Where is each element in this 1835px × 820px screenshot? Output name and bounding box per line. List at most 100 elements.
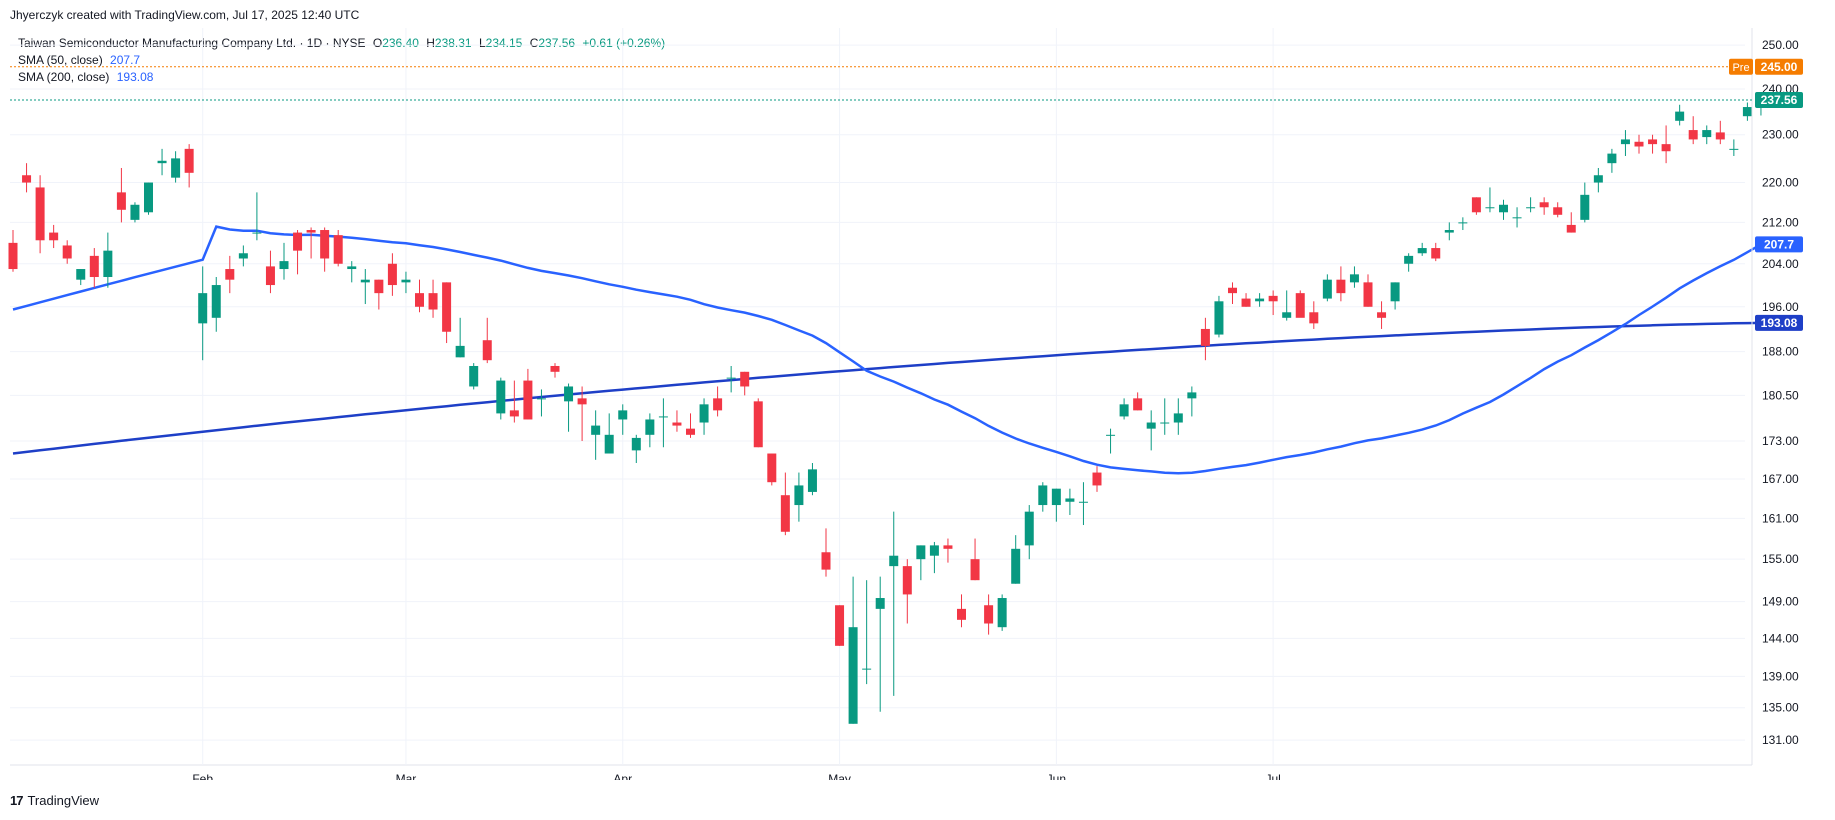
tradingview-footer[interactable]: 17 TradingView: [10, 793, 99, 808]
candle-body: [1051, 488, 1061, 506]
candle-body: [1038, 485, 1048, 506]
candle-body: [848, 627, 858, 724]
open-value: 236.40: [382, 36, 419, 50]
candle-body: [116, 192, 126, 210]
candle-body: [631, 437, 641, 451]
candle-body: [1444, 230, 1454, 233]
candle-body: [686, 428, 695, 435]
candle-body: [1133, 398, 1143, 411]
candle-body: [1078, 501, 1088, 503]
price-chart[interactable]: 250.00240.00230.00220.00212.00204.00196.…: [0, 0, 1835, 780]
pre-price-tag: 245.00: [1761, 60, 1798, 74]
candle-body: [1146, 422, 1156, 429]
candle-body: [442, 282, 452, 332]
candle-body: [22, 175, 32, 183]
candle-body: [970, 559, 980, 581]
candle-body: [1255, 298, 1265, 302]
y-tick-label: 212.00: [1762, 215, 1799, 229]
low-value: 234.15: [485, 36, 523, 50]
candle-body: [862, 668, 872, 670]
high-value: 238.31: [434, 36, 472, 50]
candle-body: [902, 566, 912, 595]
candle-body: [889, 555, 899, 567]
candle-body: [347, 266, 357, 270]
candle-body: [1309, 312, 1319, 324]
candle-body: [1458, 222, 1468, 224]
candle-body: [835, 605, 845, 646]
candle-body: [1634, 141, 1644, 147]
candle-body: [1092, 472, 1102, 486]
sma200-label: SMA (200, close): [18, 70, 110, 84]
candle-body: [658, 416, 668, 418]
chart-legend: Taiwan Semiconductor Manufacturing Compa…: [18, 35, 665, 86]
symbol-title[interactable]: Taiwan Semiconductor Manufacturing Compa…: [18, 36, 366, 50]
candle-body: [1729, 148, 1739, 150]
pre-price-tag-bg: [1755, 58, 1803, 75]
candle-body: [1675, 111, 1685, 121]
candle-body: [1024, 511, 1034, 546]
price-tags: Pre 245.00 237.56 207.7 193.08: [10, 58, 1803, 331]
candle-body: [604, 434, 614, 454]
y-tick-label: 196.00: [1762, 300, 1799, 314]
candle-body: [726, 377, 736, 379]
x-tick-label: Jun: [1047, 772, 1066, 780]
sma50-line-group: [12, 225, 1762, 475]
candle-body: [1431, 248, 1441, 259]
candle-body: [279, 261, 289, 270]
candle-body: [415, 293, 424, 307]
candle-body: [387, 263, 397, 286]
candle-body: [8, 242, 18, 270]
candle-body: [1349, 274, 1359, 283]
y-tick-label: 204.00: [1762, 257, 1799, 271]
candle-body: [564, 386, 574, 402]
legend-sma50-row[interactable]: SMA (50, close) 207.7: [18, 52, 665, 69]
candle-body: [916, 545, 926, 560]
y-tick-label: 149.00: [1762, 595, 1799, 609]
candle-body: [225, 269, 235, 280]
sma50-label: SMA (50, close): [18, 53, 103, 67]
candle-body: [455, 345, 465, 358]
candle-body: [536, 398, 546, 400]
candle-body: [1200, 328, 1210, 346]
candle-body: [482, 340, 492, 361]
candles-group: [8, 96, 1766, 724]
candle-body: [1702, 130, 1712, 138]
close-value: 237.56: [538, 36, 576, 50]
candle-body: [1268, 295, 1278, 302]
candle-body: [550, 365, 560, 372]
candle-body: [997, 598, 1007, 628]
candle-body: [374, 279, 384, 294]
candle-body: [1593, 175, 1603, 183]
candle-body: [577, 398, 587, 405]
candle-body: [1214, 301, 1224, 335]
candle-body: [469, 365, 479, 387]
candle-body: [645, 419, 655, 435]
candle-body: [672, 422, 682, 426]
candle-body: [252, 232, 262, 234]
y-tick-label: 161.00: [1762, 511, 1799, 525]
candle-body: [1377, 312, 1387, 318]
candle-body: [1187, 392, 1197, 399]
candle-body: [1241, 298, 1251, 307]
candle-body: [1471, 197, 1481, 213]
candle-body: [699, 404, 709, 423]
attribution: Jhyerczyk created with TradingView.com, …: [10, 8, 360, 22]
y-tick-label: 220.00: [1762, 176, 1799, 190]
y-tick-label: 250.00: [1762, 38, 1799, 52]
last-price-tag: 237.56: [1761, 93, 1798, 107]
candle-body: [333, 235, 343, 264]
candle-body: [49, 232, 59, 241]
candle-body: [103, 250, 113, 278]
y-tick-label: 155.00: [1762, 552, 1799, 566]
pre-label: Pre: [1732, 62, 1749, 74]
candle-body: [1715, 132, 1725, 140]
sma200-price-tag-bg: [1755, 314, 1803, 331]
candle-body: [157, 160, 167, 164]
legend-sma200-row[interactable]: SMA (200, close) 193.08: [18, 69, 665, 86]
candle-body: [293, 232, 303, 251]
change-value: +0.61 (+0.26%): [582, 36, 666, 50]
candle-body: [184, 148, 194, 173]
y-tick-label: 173.00: [1762, 434, 1799, 448]
candle-body: [1580, 194, 1590, 220]
close-label: C: [529, 36, 539, 50]
